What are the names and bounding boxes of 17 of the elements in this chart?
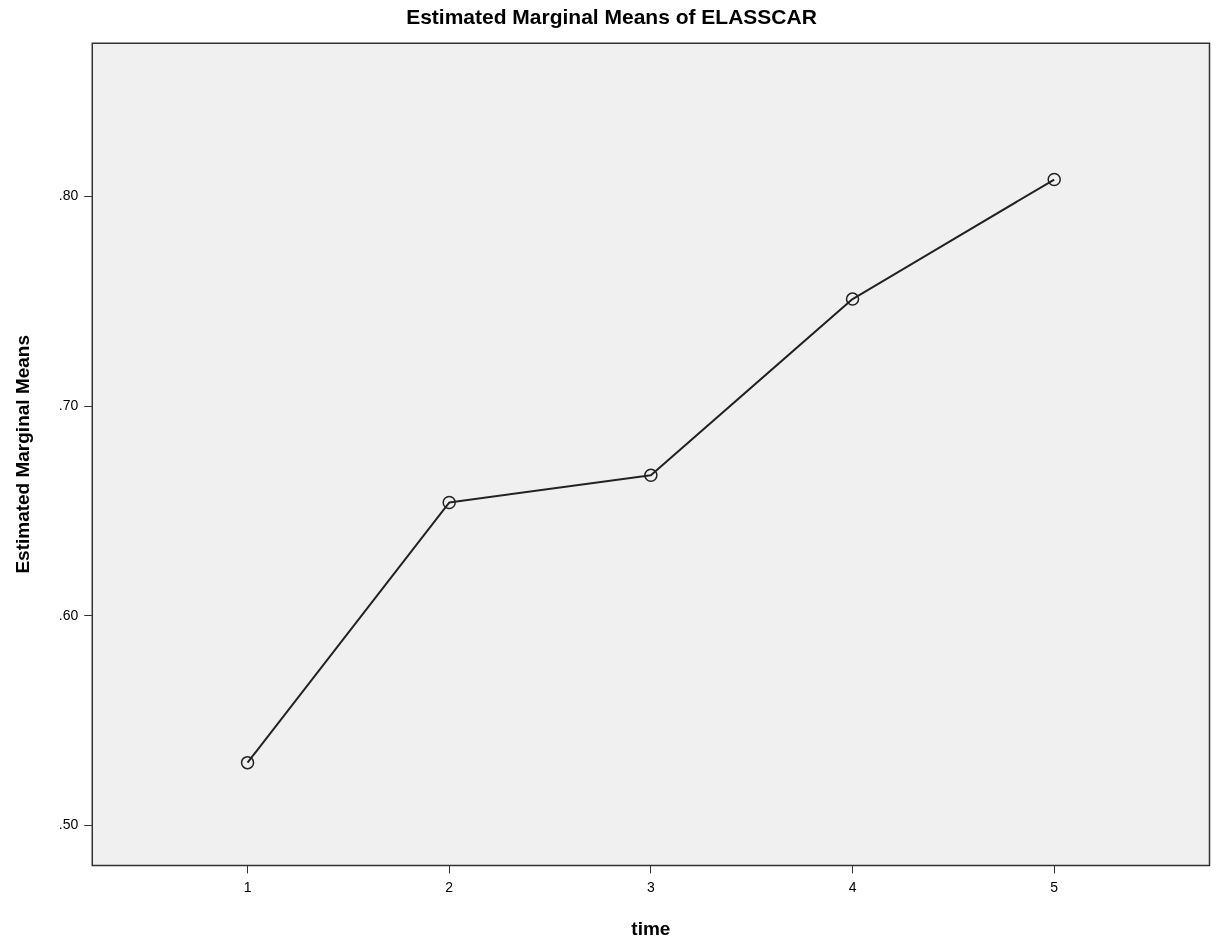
- x-tick-label: 3: [646, 878, 655, 895]
- point: [1047, 172, 1061, 187]
- y-tick-label: .50: [58, 816, 79, 833]
- x-tick-label: 1: [243, 878, 252, 895]
- point: [442, 495, 456, 510]
- x-tick-label: 2: [445, 878, 454, 895]
- chart-title: Estimated Marginal Means of ELASSCAR: [406, 5, 817, 29]
- point: [240, 755, 255, 770]
- point: [644, 468, 658, 483]
- point: [845, 292, 860, 306]
- x-tick-label: 4: [848, 878, 857, 895]
- y-tick-label: .80: [58, 187, 79, 204]
- x-axis-title: time: [631, 917, 671, 939]
- x-tick-label: 5: [1050, 878, 1059, 895]
- y-tick-label: .70: [58, 396, 79, 413]
- y-tick-label: .60: [58, 606, 79, 623]
- y-axis-title: Estimated Marginal Means: [11, 334, 33, 574]
